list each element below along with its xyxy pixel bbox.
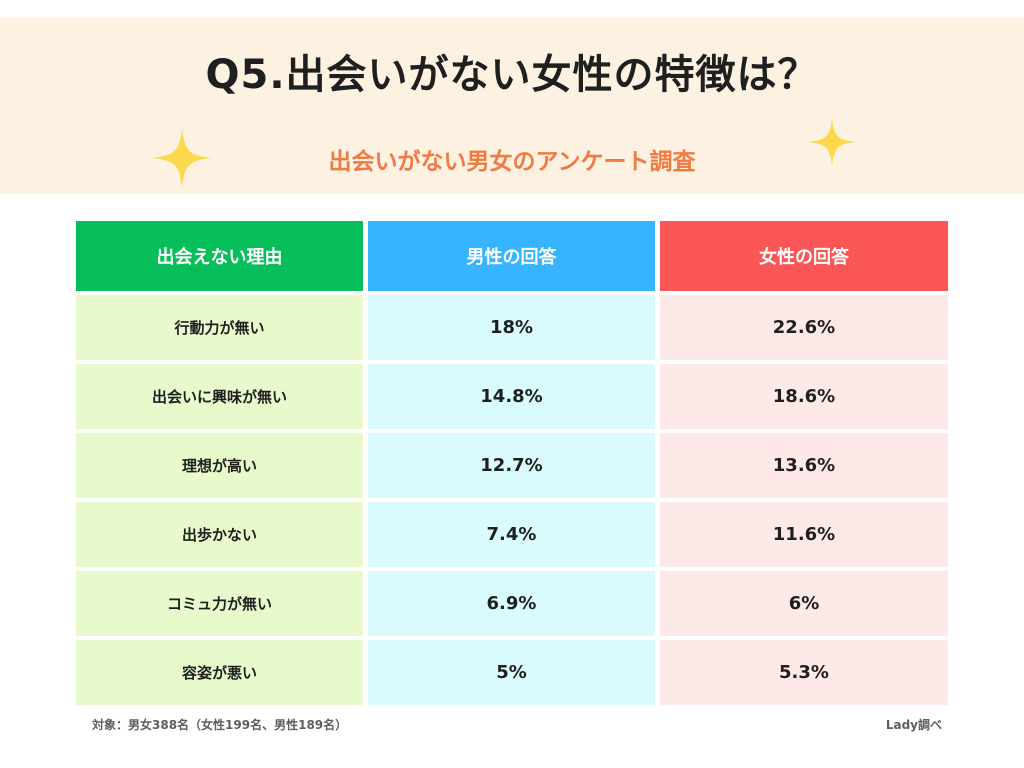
male-value-cell: 14.8% [368,364,655,429]
reason-cell: 容姿が悪い [76,640,363,705]
table-row: 容姿が悪い 5% 5.3% [76,640,948,705]
male-value-cell: 18% [368,295,655,360]
column-header-female: 女性の回答 [660,221,948,291]
reason-cell: 理想が高い [76,433,363,498]
female-value-cell: 13.6% [660,433,948,498]
male-value-cell: 7.4% [368,502,655,567]
table-row: 行動力が無い 18% 22.6% [76,295,948,360]
sparkle-icon [152,128,212,188]
table-header-row: 出会えない理由 男性の回答 女性の回答 [76,221,948,291]
female-value-cell: 22.6% [660,295,948,360]
column-header-male: 男性の回答 [368,221,655,291]
table-row: 理想が高い 12.7% 13.6% [76,433,948,498]
column-header-reason: 出会えない理由 [76,221,363,291]
table-row: 出会いに興味が無い 14.8% 18.6% [76,364,948,429]
male-value-cell: 5% [368,640,655,705]
table-row: コミュ力が無い 6.9% 6% [76,571,948,636]
reason-cell: 出会いに興味が無い [76,364,363,429]
source-note: Lady調べ [885,718,942,732]
female-value-cell: 6% [660,571,948,636]
female-value-cell: 11.6% [660,502,948,567]
results-table: 出会えない理由 男性の回答 女性の回答 行動力が無い 18% 22.6% 出会い… [76,221,948,709]
reason-cell: 出歩かない [76,502,363,567]
table-row: 出歩かない 7.4% 11.6% [76,502,948,567]
survey-subtitle: 出会いがない男女のアンケート調査 [328,149,696,175]
sparkle-icon [808,118,856,166]
male-value-cell: 12.7% [368,433,655,498]
sample-note: 対象：男女388名（女性199名、男性189名） [92,718,348,732]
male-value-cell: 6.9% [368,571,655,636]
reason-cell: 行動力が無い [76,295,363,360]
reason-cell: コミュ力が無い [76,571,363,636]
female-value-cell: 5.3% [660,640,948,705]
page-title: Q5.出会いがない女性の特徴は？ [205,52,819,98]
female-value-cell: 18.6% [660,364,948,429]
header-banner [0,18,1024,194]
